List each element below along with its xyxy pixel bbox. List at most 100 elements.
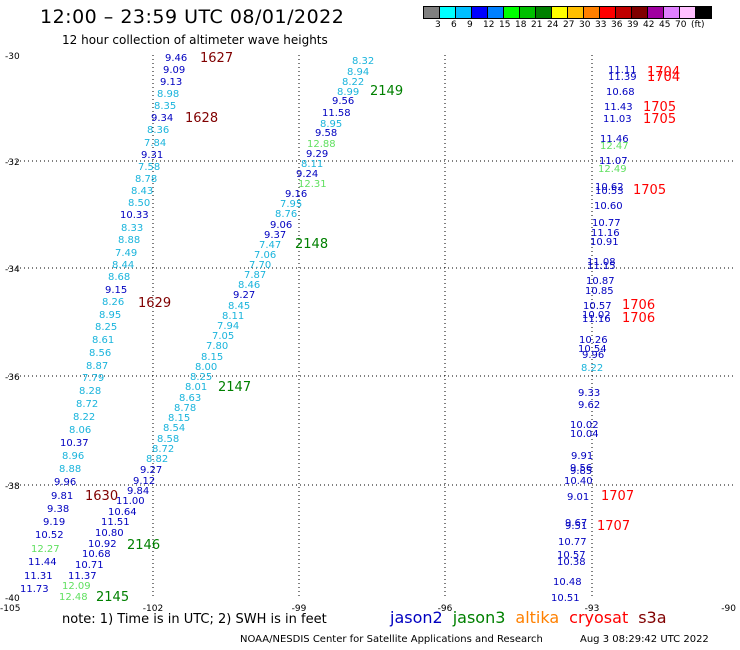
wave-height-value: 9.56 <box>332 96 354 107</box>
wave-height-value: 9.01 <box>567 492 589 503</box>
color-scale-label: 33 <box>595 20 607 30</box>
pass-number-label: 2149 <box>370 84 403 99</box>
wave-height-value: 10.77 <box>592 218 621 229</box>
wave-height-value: 8.25 <box>95 322 117 333</box>
wave-height-value: 9.67 <box>565 518 587 529</box>
color-scale-label: 27 <box>563 20 575 30</box>
wave-height-value: 12.27 <box>31 544 60 555</box>
wave-height-value: 7.95 <box>280 199 302 210</box>
wave-height-value: 10.26 <box>579 335 608 346</box>
wave-height-value: 10.54 <box>578 344 607 355</box>
wave-height-value: 8.68 <box>108 272 130 283</box>
pass-number-label: 1704 <box>647 70 680 85</box>
wave-height-value: 11.37 <box>68 571 97 582</box>
x-tick-label: -99 <box>292 604 307 614</box>
satellite-legend: jason2 jason3 altika cryosat s3a <box>390 608 677 627</box>
pass-number-label: 1629 <box>138 296 171 311</box>
wave-height-value: 8.43 <box>131 186 153 197</box>
x-tick-label: -102 <box>143 604 163 614</box>
wave-height-value: 11.51 <box>101 517 130 528</box>
pass-number-label: 1707 <box>597 519 630 534</box>
wave-height-value: 10.68 <box>82 549 111 560</box>
wave-height-value: 11.43 <box>604 102 633 113</box>
wave-height-value: 8.46 <box>238 280 260 291</box>
wave-height-value: 10.60 <box>594 201 623 212</box>
satellite-legend-jason3: jason3 <box>452 608 506 627</box>
pass-number-label: 1628 <box>185 111 218 126</box>
wave-height-value: 7.79 <box>82 373 104 384</box>
y-tick-label: -36 <box>5 373 20 383</box>
wave-height-value: 11.08 <box>587 257 616 268</box>
wave-height-value: 12.31 <box>298 179 327 190</box>
wave-height-value: 10.04 <box>570 429 599 440</box>
pass-number-label: 1630 <box>85 489 118 504</box>
wave-height-value: 12.49 <box>598 164 627 175</box>
wave-height-value: 8.94 <box>347 67 369 78</box>
satellite-legend-jason2: jason2 <box>390 608 443 627</box>
color-scale-bar <box>423 6 712 19</box>
wave-height-value: 8.98 <box>157 89 179 100</box>
page-subtitle: 12 hour collection of altimeter wave hei… <box>62 33 328 47</box>
wave-height-value: 10.02 <box>570 420 599 431</box>
wave-height-value: 12.09 <box>62 581 91 592</box>
x-tick-label: -93 <box>585 604 600 614</box>
y-tick-label: -38 <box>5 482 20 492</box>
color-scale-labels: 3 6 9 12 15 18 21 24 27 30 33 36 39 42 45 70 (ft) <box>423 19 711 33</box>
pass-number-label: 1627 <box>200 51 233 66</box>
wave-height-value: 8.50 <box>128 198 150 209</box>
wave-height-value: 10.53 <box>595 186 624 197</box>
color-scale-label: 39 <box>627 20 639 30</box>
wave-height-value: 8.32 <box>352 56 374 67</box>
wave-height-value: 7.49 <box>115 248 137 259</box>
wave-height-value: 10.37 <box>60 438 89 449</box>
pass-number-label: 2148 <box>295 237 328 252</box>
wave-height-value: 8.35 <box>154 101 176 112</box>
x-tick-label: -105 <box>0 604 20 614</box>
pass-labels: 1627 1628 1629 1630 2149 2148 2147 2146 2145 1704… <box>85 51 680 605</box>
color-scale-label: 42 <box>643 20 655 30</box>
color-scale-label: 30 <box>579 20 591 30</box>
wave-height-value: 8.33 <box>121 223 143 234</box>
wave-height-value: 9.06 <box>270 220 292 231</box>
wave-height-value: 7.06 <box>254 250 276 261</box>
wave-height-value: 8.11 <box>301 159 323 170</box>
wave-height-value: 11.31 <box>24 571 53 582</box>
wave-height-value: 8.82 <box>146 454 168 465</box>
wave-height-value: 11.46 <box>600 134 629 145</box>
wave-height-value: 7.58 <box>138 162 160 173</box>
wave-height-value: 9.84 <box>127 486 149 497</box>
credit-line: NOAA/NESDIS Center for Satellite Applica… <box>240 634 543 645</box>
wave-height-value: 8.76 <box>275 209 297 220</box>
wave-height-value: 8.72 <box>152 444 174 455</box>
wave-height-value: 8.36 <box>147 125 169 136</box>
wave-height-value: 9.81 <box>51 491 73 502</box>
wave-height-value: 7.94 <box>217 321 239 332</box>
wave-height-value: 7.70 <box>249 260 271 271</box>
color-scale-label: 6 <box>451 20 457 30</box>
wave-height-value: 8.99 <box>337 87 359 98</box>
axis-ticks: -30 -32 -34 -36 -38 -40-105 -102 -99 -96 -93 -90 <box>0 52 736 614</box>
wave-height-value: 10.57 <box>583 301 612 312</box>
footnote: note: 1) Time is in UTC; 2) SWH is in fe… <box>62 612 327 627</box>
wave-height-value: 11.03 <box>603 114 632 125</box>
wave-height-value: 8.61 <box>92 335 114 346</box>
wave-height-value: 10.71 <box>75 560 104 571</box>
wave-height-value: 8.88 <box>59 464 81 475</box>
satellite-legend-altika: altika <box>515 608 560 627</box>
wave-height-value: 10.52 <box>35 530 64 541</box>
satellite-legend-cryosat: cryosat <box>569 608 629 627</box>
wave-height-value: 8.22 <box>581 363 603 374</box>
wave-height-value: 11.44 <box>28 557 57 568</box>
wave-height-value: 8.15 <box>201 352 223 363</box>
wave-height-value: 10.57 <box>557 550 586 561</box>
wave-height-value: 12.47 <box>600 141 629 152</box>
color-scale-label: 12 <box>483 20 495 30</box>
color-scale-label: 3 <box>435 20 441 30</box>
wave-height-value: 8.56 <box>89 348 111 359</box>
wave-height-value: 10.77 <box>558 537 587 548</box>
wave-height-value: 8.96 <box>62 451 84 462</box>
wave-height-value: 9.51 <box>565 521 587 532</box>
wave-height-value: 8.28 <box>79 386 101 397</box>
color-scale-label: 36 <box>611 20 623 30</box>
